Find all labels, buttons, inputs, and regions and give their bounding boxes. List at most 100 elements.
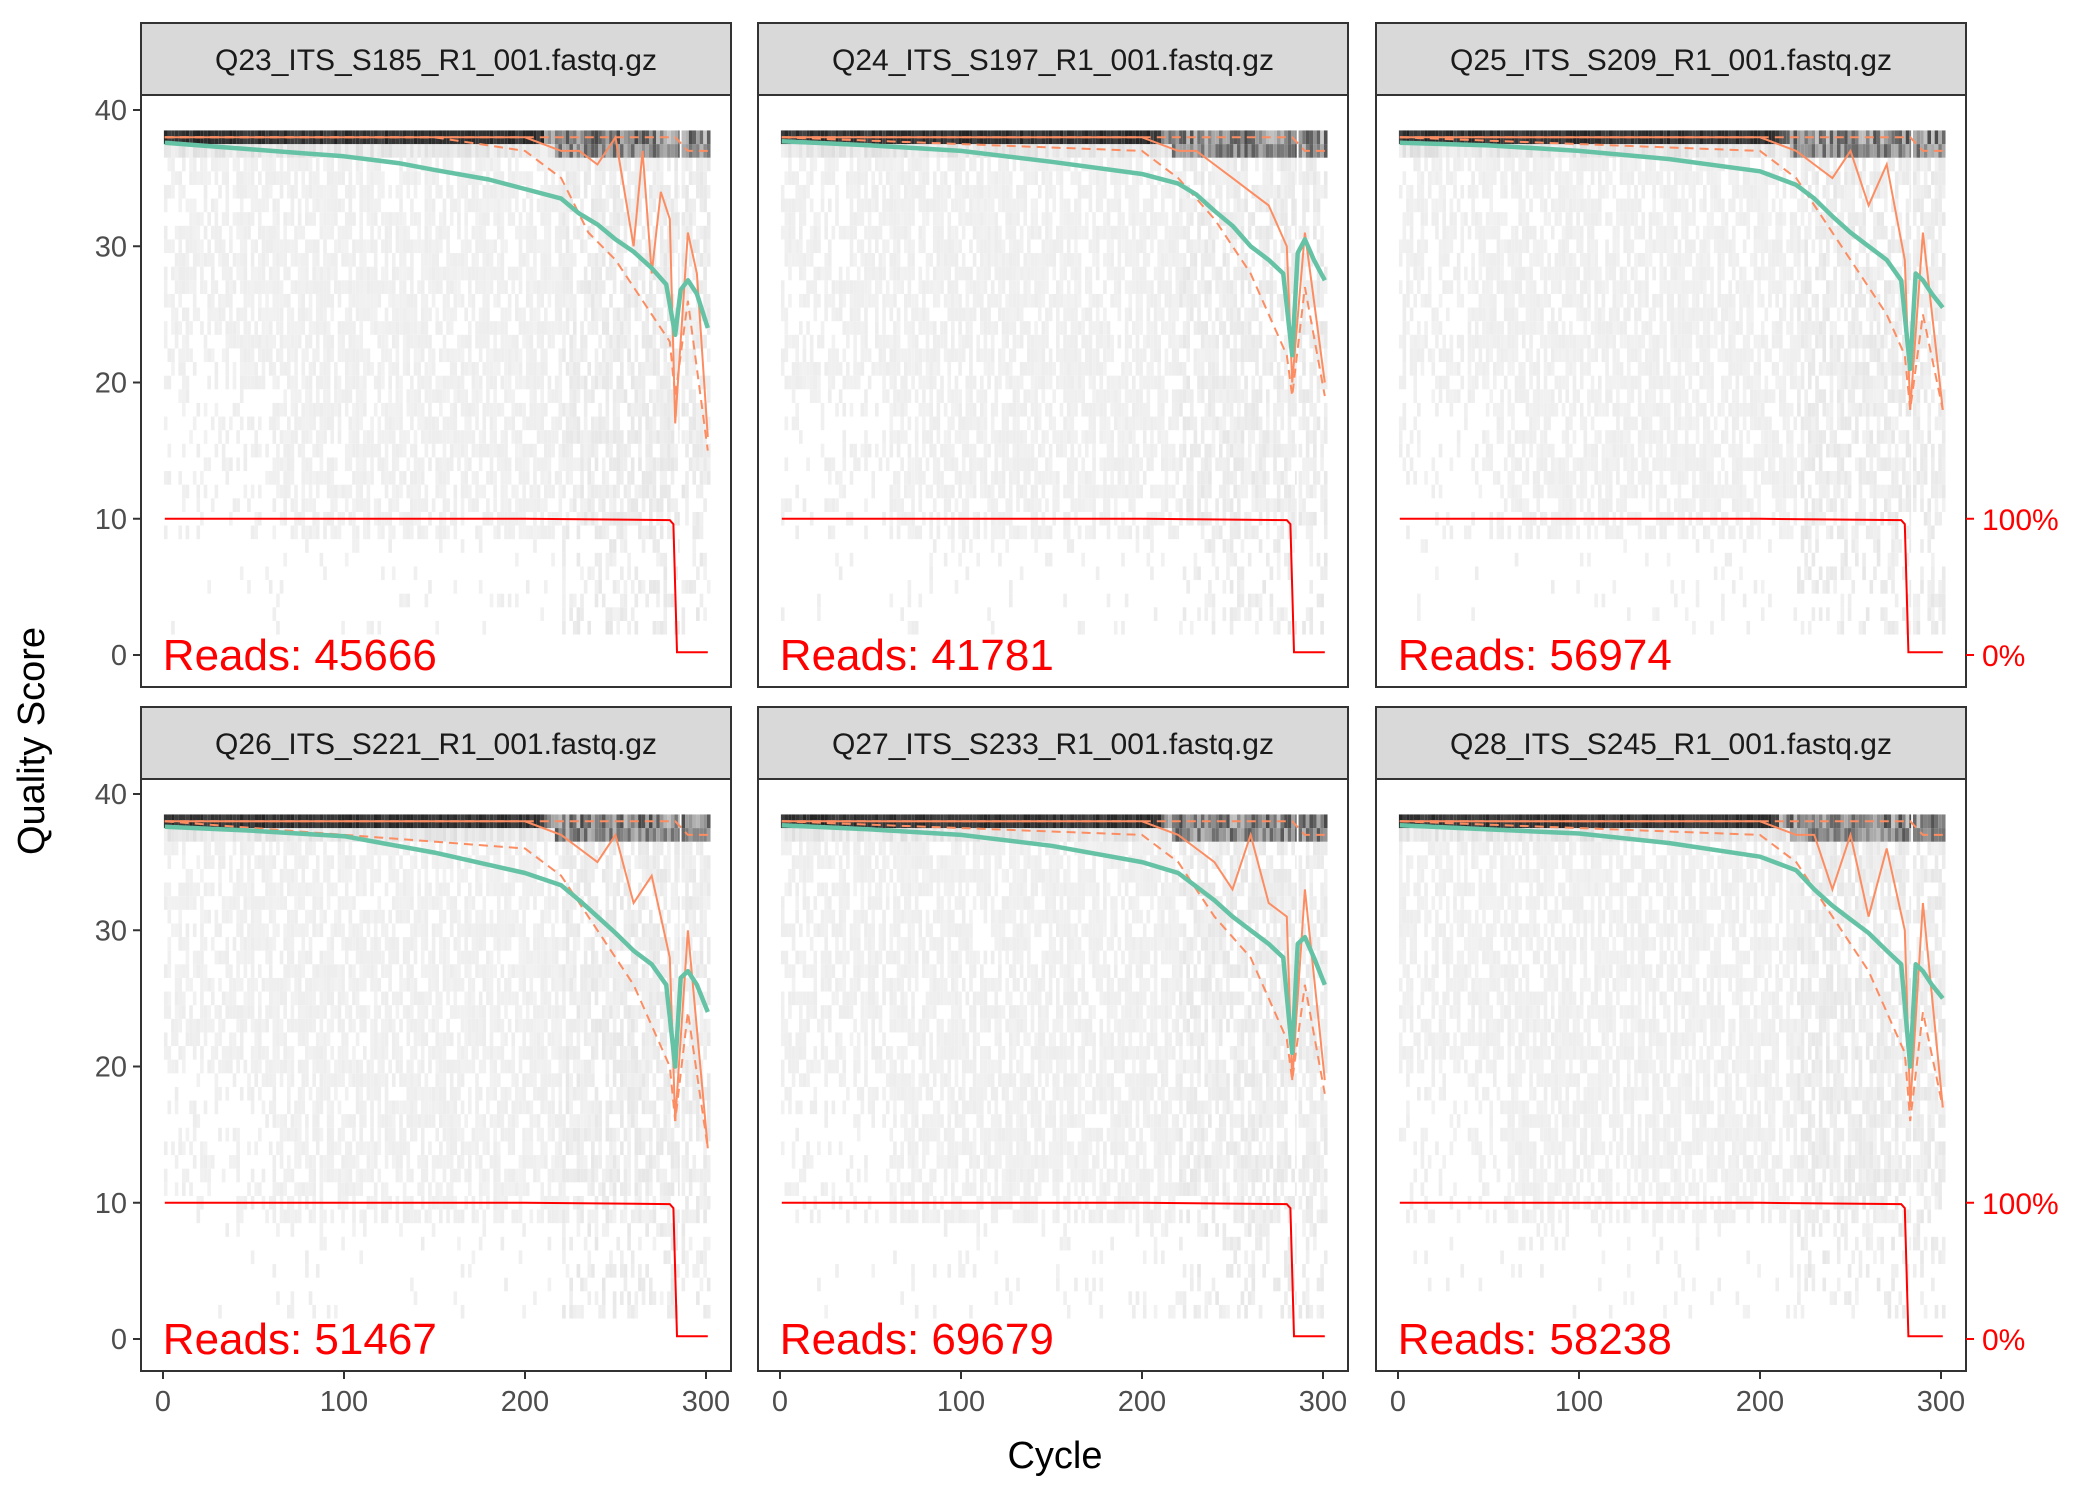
heat-cell [326,184,331,199]
heat-cell [471,471,476,485]
heat-cell [677,539,680,553]
heat-cell [395,307,400,322]
heat-cell [1063,348,1067,363]
heat-cell [420,280,425,294]
heat-cell [504,184,508,199]
heat-cell [312,253,316,267]
heat-cell [467,157,472,172]
heat-cell [692,539,697,553]
heat-cell [601,321,606,335]
heat-cell [940,239,944,254]
heat-cell [486,293,490,308]
heat-cell [207,253,211,267]
heat-cell [504,443,508,458]
heat-cell [688,375,693,390]
heat-cell [914,334,919,349]
heat-cell [652,416,657,431]
heat-cell [609,484,613,499]
heat-cell [229,293,233,308]
heat-cell [478,525,483,540]
heat-cell [1052,239,1057,254]
heat-cell [677,321,680,335]
heat-cell [645,593,649,608]
heat-cell [1066,348,1071,363]
heat-cell [511,334,516,349]
heat-cell [326,253,331,267]
heat-cell [562,184,566,199]
heat-cell [1012,375,1017,390]
heat-cell [406,348,411,363]
heat-cell [308,280,313,294]
heat-cell [373,157,378,172]
heat-cell [638,389,642,403]
heat-cell [301,144,306,158]
heat-cell [547,293,552,308]
heat-cell [439,144,443,158]
heat-cell [515,362,519,376]
heat-cell [185,266,190,281]
heat-cell [449,402,454,417]
heat-cell [283,239,287,254]
heat-cell [334,171,338,185]
heat-cell [634,375,639,390]
heat-cell [667,157,671,172]
heat-cell [882,307,886,322]
heat-cell [911,184,915,199]
heat-cell [533,280,537,294]
heat-cell [788,266,792,281]
heat-cell [961,539,966,553]
heat-cell [598,293,602,308]
heat-cell [1056,498,1060,512]
heat-cell [551,130,555,145]
heat-cell [420,321,425,335]
heat-cell [940,280,944,294]
heat-cell [889,266,894,281]
heat-cell [645,362,649,376]
heat-cell [1019,375,1024,390]
heat-cell [1056,430,1060,444]
heat-cell [1095,348,1100,363]
heat-cell [882,184,886,199]
heat-cell [323,471,327,485]
heat-cell [1095,184,1100,199]
heat-cell [998,198,1002,213]
heat-cell [286,334,291,349]
heat-cell [500,457,505,472]
heat-cell [305,457,309,472]
heat-cell [1030,144,1035,158]
heat-cell [1023,484,1028,499]
heat-cell [236,307,240,322]
heat-cell [652,253,657,267]
heat-cell [268,321,273,335]
heat-cell [572,416,577,431]
heat-cell [620,457,624,472]
heat-cell [475,280,479,294]
heat-cell [922,171,926,185]
heat-cell [305,334,309,349]
heat-cell [294,402,298,417]
heat-cell [820,266,825,281]
heat-cell [305,375,309,390]
heat-cell [214,280,219,294]
heat-cell [1066,239,1071,254]
heat-cell [428,239,432,254]
heat-cell [943,552,948,567]
heat-cell [696,607,700,621]
heat-cell [453,430,458,444]
heat-cell [279,157,284,172]
heat-cell [598,362,602,376]
heat-cell [326,171,331,185]
heat-cell [315,334,320,349]
heat-cell [1056,307,1060,322]
heat-cell [410,375,414,390]
heat-cell [954,348,959,363]
heat-cell [1008,239,1013,254]
heat-cell [591,212,595,226]
heat-cell [348,280,353,294]
heat-cell [482,402,487,417]
heat-cell [457,375,461,390]
heat-cell [276,375,280,390]
heat-cell [413,239,418,254]
heat-cell [453,443,458,458]
heat-cell [283,362,287,376]
